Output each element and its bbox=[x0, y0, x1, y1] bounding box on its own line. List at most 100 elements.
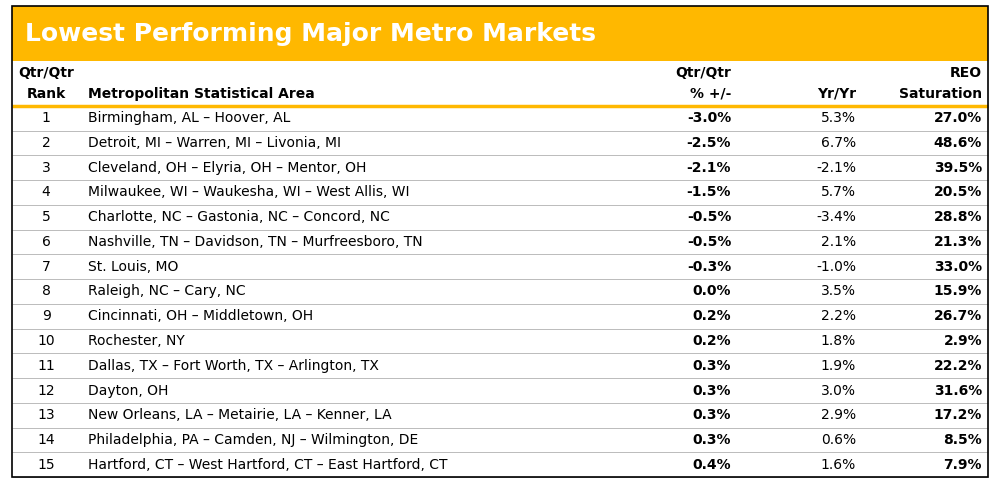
Text: 8: 8 bbox=[42, 284, 51, 298]
Text: Hartford, CT – West Hartford, CT – East Hartford, CT: Hartford, CT – West Hartford, CT – East … bbox=[88, 458, 448, 472]
Text: Yr/Yr: Yr/Yr bbox=[817, 87, 856, 101]
Bar bbox=[12, 130, 988, 156]
Text: Cleveland, OH – Elyria, OH – Mentor, OH: Cleveland, OH – Elyria, OH – Mentor, OH bbox=[88, 161, 367, 175]
Text: Lowest Performing Major Metro Markets: Lowest Performing Major Metro Markets bbox=[25, 22, 596, 45]
Text: 5.3%: 5.3% bbox=[821, 111, 856, 125]
Bar bbox=[12, 106, 988, 130]
Text: 13: 13 bbox=[37, 408, 55, 422]
Text: -0.5%: -0.5% bbox=[687, 235, 731, 249]
Text: 2: 2 bbox=[42, 136, 51, 150]
Bar bbox=[12, 255, 988, 279]
Text: -3.0%: -3.0% bbox=[687, 111, 731, 125]
Text: 0.3%: 0.3% bbox=[693, 384, 731, 398]
Text: 3.0%: 3.0% bbox=[821, 384, 856, 398]
Text: 10: 10 bbox=[37, 334, 55, 348]
Text: 6.7%: 6.7% bbox=[821, 136, 856, 150]
Text: 1.9%: 1.9% bbox=[821, 359, 856, 373]
Text: 5: 5 bbox=[42, 210, 51, 224]
Text: 39.5%: 39.5% bbox=[934, 161, 982, 175]
Text: Detroit, MI – Warren, MI – Livonia, MI: Detroit, MI – Warren, MI – Livonia, MI bbox=[88, 136, 341, 150]
Bar bbox=[12, 427, 988, 453]
Text: 3: 3 bbox=[42, 161, 51, 175]
Bar bbox=[12, 328, 988, 354]
Text: -2.1%: -2.1% bbox=[816, 161, 856, 175]
Text: Cincinnati, OH – Middletown, OH: Cincinnati, OH – Middletown, OH bbox=[88, 309, 313, 323]
Text: 2.9%: 2.9% bbox=[821, 408, 856, 422]
Bar bbox=[12, 205, 988, 229]
Text: 9: 9 bbox=[42, 309, 51, 323]
Text: Dallas, TX – Fort Worth, TX – Arlington, TX: Dallas, TX – Fort Worth, TX – Arlington,… bbox=[88, 359, 379, 373]
Text: 27.0%: 27.0% bbox=[934, 111, 982, 125]
Text: New Orleans, LA – Metairie, LA – Kenner, LA: New Orleans, LA – Metairie, LA – Kenner,… bbox=[88, 408, 392, 422]
Text: 6: 6 bbox=[42, 235, 51, 249]
Text: -2.5%: -2.5% bbox=[687, 136, 731, 150]
Text: 17.2%: 17.2% bbox=[934, 408, 982, 422]
Text: -3.4%: -3.4% bbox=[816, 210, 856, 224]
Text: 5.7%: 5.7% bbox=[821, 185, 856, 199]
Text: 0.4%: 0.4% bbox=[693, 458, 731, 472]
Text: Qtr/Qtr: Qtr/Qtr bbox=[675, 66, 731, 80]
Bar bbox=[12, 229, 988, 255]
Bar bbox=[12, 180, 988, 205]
Text: 21.3%: 21.3% bbox=[934, 235, 982, 249]
Text: Qtr/Qtr: Qtr/Qtr bbox=[18, 66, 74, 80]
Text: REO: REO bbox=[950, 66, 982, 80]
Text: 26.7%: 26.7% bbox=[934, 309, 982, 323]
Text: 31.6%: 31.6% bbox=[934, 384, 982, 398]
Bar bbox=[12, 61, 988, 106]
Text: St. Louis, MO: St. Louis, MO bbox=[88, 260, 179, 274]
Text: 7: 7 bbox=[42, 260, 51, 274]
Text: -1.0%: -1.0% bbox=[816, 260, 856, 274]
Text: 8.5%: 8.5% bbox=[943, 433, 982, 447]
Text: 0.6%: 0.6% bbox=[821, 433, 856, 447]
Text: Rochester, NY: Rochester, NY bbox=[88, 334, 185, 348]
Text: Birmingham, AL – Hoover, AL: Birmingham, AL – Hoover, AL bbox=[88, 111, 291, 125]
Bar bbox=[12, 403, 988, 427]
Text: 22.2%: 22.2% bbox=[934, 359, 982, 373]
Text: 14: 14 bbox=[37, 433, 55, 447]
Bar bbox=[12, 378, 988, 403]
Text: 2.2%: 2.2% bbox=[821, 309, 856, 323]
Text: 0.2%: 0.2% bbox=[693, 309, 731, 323]
Text: 12: 12 bbox=[37, 384, 55, 398]
Text: 15: 15 bbox=[37, 458, 55, 472]
Text: Charlotte, NC – Gastonia, NC – Concord, NC: Charlotte, NC – Gastonia, NC – Concord, … bbox=[88, 210, 390, 224]
Text: 0.3%: 0.3% bbox=[693, 408, 731, 422]
Text: -2.1%: -2.1% bbox=[687, 161, 731, 175]
Text: Rank: Rank bbox=[27, 87, 66, 101]
Text: -1.5%: -1.5% bbox=[687, 185, 731, 199]
Text: 0.3%: 0.3% bbox=[693, 359, 731, 373]
Text: 0.2%: 0.2% bbox=[693, 334, 731, 348]
Text: Saturation: Saturation bbox=[899, 87, 982, 101]
Bar bbox=[12, 304, 988, 328]
Bar bbox=[12, 156, 988, 180]
Text: 20.5%: 20.5% bbox=[934, 185, 982, 199]
Text: 15.9%: 15.9% bbox=[934, 284, 982, 298]
Text: 4: 4 bbox=[42, 185, 51, 199]
Text: 0.0%: 0.0% bbox=[693, 284, 731, 298]
Text: 33.0%: 33.0% bbox=[934, 260, 982, 274]
Text: 48.6%: 48.6% bbox=[934, 136, 982, 150]
Text: Metropolitan Statistical Area: Metropolitan Statistical Area bbox=[88, 87, 315, 101]
Text: 1: 1 bbox=[42, 111, 51, 125]
Text: -0.3%: -0.3% bbox=[687, 260, 731, 274]
Bar bbox=[12, 279, 988, 304]
Bar bbox=[12, 354, 988, 378]
Bar bbox=[12, 6, 988, 61]
Bar bbox=[12, 453, 988, 477]
Text: 1.8%: 1.8% bbox=[821, 334, 856, 348]
Text: 2.9%: 2.9% bbox=[943, 334, 982, 348]
Text: Raleigh, NC – Cary, NC: Raleigh, NC – Cary, NC bbox=[88, 284, 246, 298]
Text: 0.3%: 0.3% bbox=[693, 433, 731, 447]
Text: 3.5%: 3.5% bbox=[821, 284, 856, 298]
Text: Nashville, TN – Davidson, TN – Murfreesboro, TN: Nashville, TN – Davidson, TN – Murfreesb… bbox=[88, 235, 423, 249]
Text: 1.6%: 1.6% bbox=[821, 458, 856, 472]
Text: 28.8%: 28.8% bbox=[934, 210, 982, 224]
Text: Philadelphia, PA – Camden, NJ – Wilmington, DE: Philadelphia, PA – Camden, NJ – Wilmingt… bbox=[88, 433, 419, 447]
Text: Dayton, OH: Dayton, OH bbox=[88, 384, 169, 398]
Text: -0.5%: -0.5% bbox=[687, 210, 731, 224]
Text: 2.1%: 2.1% bbox=[821, 235, 856, 249]
Text: 11: 11 bbox=[37, 359, 55, 373]
Text: Milwaukee, WI – Waukesha, WI – West Allis, WI: Milwaukee, WI – Waukesha, WI – West Alli… bbox=[88, 185, 410, 199]
Text: % +/-: % +/- bbox=[690, 87, 731, 101]
